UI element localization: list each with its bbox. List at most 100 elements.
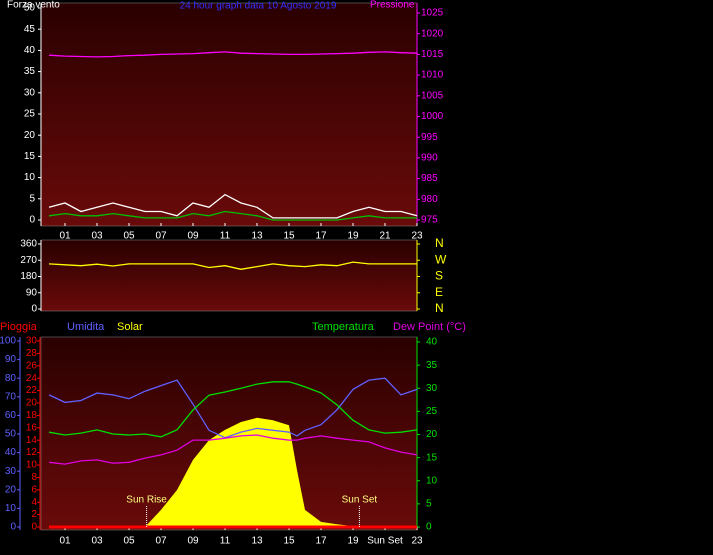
x-tick-label: 07 bbox=[155, 536, 167, 547]
y-tick-label: 40 bbox=[426, 337, 438, 348]
area bbox=[49, 417, 417, 527]
y-tick-label: 50 bbox=[5, 429, 17, 440]
y-tick-label: 20 bbox=[26, 398, 38, 409]
y-tick-label: 35 bbox=[426, 360, 438, 371]
y-tick-label: 10 bbox=[24, 172, 36, 183]
y-tick-label: 28 bbox=[26, 348, 38, 359]
y-tick-label: 70 bbox=[5, 391, 17, 402]
axis-title: Pressione bbox=[370, 0, 415, 11]
x-tick-label: 17 bbox=[315, 536, 327, 547]
y-tick-label: 360 bbox=[20, 239, 37, 250]
line bbox=[48, 381, 418, 438]
x-tick-label: 09 bbox=[187, 231, 199, 242]
y-tick-label: 16 bbox=[26, 422, 38, 433]
x-tick-label: 11 bbox=[220, 231, 231, 242]
y-tick-label: 26 bbox=[26, 360, 38, 371]
x-tick-label: 09 bbox=[187, 536, 199, 547]
y-tick-label: N bbox=[435, 301, 444, 315]
x-tick-label: 07 bbox=[155, 231, 167, 242]
y-tick-label: 990 bbox=[421, 153, 438, 164]
legend-label: Umidita bbox=[67, 321, 105, 333]
x-tick-label: 23 bbox=[411, 231, 423, 242]
y-tick-label: 1000 bbox=[421, 111, 444, 122]
y-tick-label: 0 bbox=[31, 304, 37, 315]
y-tick-label: W bbox=[435, 252, 447, 266]
y-tick-label: 5 bbox=[426, 499, 432, 510]
x-tick-label: 03 bbox=[91, 536, 103, 547]
x-tick-label: 11 bbox=[220, 536, 231, 547]
y-tick-label: 50 bbox=[24, 3, 36, 14]
chart-title: 24 hour graph data 10 Agosto 2019 bbox=[180, 1, 337, 12]
x-tick-label: 19 bbox=[347, 536, 359, 547]
axis-title: Forza vento bbox=[7, 0, 60, 11]
y-tick-label: 100 bbox=[0, 336, 16, 347]
y-tick-label: 15 bbox=[24, 151, 36, 162]
y-tick-label: 20 bbox=[5, 484, 17, 495]
x-tick-label: 15 bbox=[283, 536, 295, 547]
y-tick-label: 5 bbox=[29, 193, 35, 204]
y-tick-label: 2 bbox=[31, 509, 37, 520]
y-tick-label: E bbox=[435, 285, 443, 299]
y-tick-label: 80 bbox=[5, 373, 17, 384]
line bbox=[48, 193, 418, 219]
y-tick-label: 30 bbox=[26, 336, 38, 347]
y-tick-label: 1005 bbox=[421, 90, 444, 101]
x-tick-label: 01 bbox=[59, 536, 71, 547]
y-tick-label: 15 bbox=[426, 452, 438, 463]
y-tick-label: 25 bbox=[24, 109, 36, 120]
y-tick-label: 90 bbox=[5, 354, 17, 365]
y-tick-label: 10 bbox=[426, 475, 438, 486]
y-tick-label: 30 bbox=[24, 87, 36, 98]
y-tick-label: 1015 bbox=[421, 49, 444, 60]
y-tick-label: 90 bbox=[26, 287, 38, 298]
legend-label: Dew Point (°C) bbox=[393, 321, 466, 333]
y-tick-label: 14 bbox=[26, 435, 38, 446]
y-tick-label: 975 bbox=[421, 215, 438, 226]
x-tick-label: 19 bbox=[347, 231, 359, 242]
x-tick-label: 13 bbox=[251, 536, 263, 547]
y-tick-label: 1025 bbox=[421, 8, 444, 19]
y-tick-label: 1020 bbox=[421, 28, 444, 39]
y-tick-label: 18 bbox=[26, 410, 38, 421]
line bbox=[48, 51, 418, 58]
line bbox=[48, 434, 418, 465]
y-tick-label: 270 bbox=[20, 255, 37, 266]
annotation-label: Sun Set bbox=[342, 495, 378, 506]
legend-label: Pioggia bbox=[0, 321, 38, 333]
x-tick-label: 21 bbox=[379, 231, 391, 242]
y-tick-label: 24 bbox=[26, 373, 38, 384]
y-tick-label: S bbox=[435, 269, 443, 283]
y-tick-label: 20 bbox=[426, 429, 438, 440]
y-tick-label: 0 bbox=[31, 522, 37, 533]
y-tick-label: 0 bbox=[29, 215, 35, 226]
y-tick-label: 180 bbox=[20, 271, 37, 282]
x-tick-label: 05 bbox=[123, 536, 135, 547]
y-tick-label: 10 bbox=[5, 503, 17, 514]
y-tick-label: 980 bbox=[421, 194, 438, 205]
x-tick-label: 15 bbox=[283, 231, 295, 242]
y-tick-label: 12 bbox=[26, 447, 38, 458]
y-tick-label: 22 bbox=[26, 385, 38, 396]
y-tick-label: 4 bbox=[31, 497, 37, 508]
y-tick-label: 0 bbox=[426, 522, 432, 533]
y-tick-label: 8 bbox=[31, 472, 37, 483]
y-tick-label: 30 bbox=[5, 466, 17, 477]
line bbox=[48, 210, 417, 221]
y-tick-label: 0 bbox=[10, 522, 16, 533]
y-tick-label: 40 bbox=[24, 45, 36, 56]
y-tick-label: 35 bbox=[24, 66, 36, 77]
line bbox=[48, 261, 417, 270]
y-tick-label: 6 bbox=[31, 484, 37, 495]
y-tick-label: 60 bbox=[5, 410, 17, 421]
annotation-label: Sun Rise bbox=[126, 495, 167, 506]
plot-area bbox=[40, 2, 418, 227]
y-tick-label: 40 bbox=[5, 447, 17, 458]
y-tick-label: 10 bbox=[26, 460, 38, 471]
x-tick-label: 03 bbox=[91, 231, 103, 242]
x-tick-label: Sun Set bbox=[367, 536, 403, 547]
line bbox=[48, 377, 418, 439]
y-tick-label: 25 bbox=[426, 406, 438, 417]
y-tick-label: 1010 bbox=[421, 70, 444, 81]
y-tick-label: 985 bbox=[421, 173, 438, 184]
